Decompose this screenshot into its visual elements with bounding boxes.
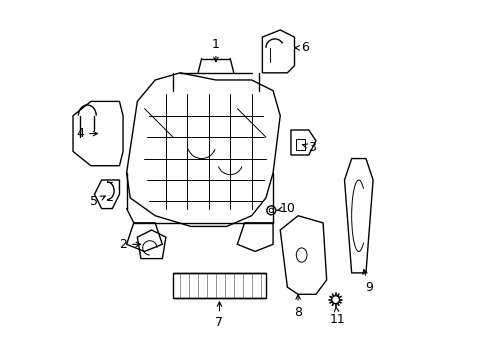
Text: 6: 6 [294, 41, 308, 54]
Ellipse shape [331, 296, 339, 303]
Text: 4: 4 [76, 127, 98, 140]
Text: 2: 2 [119, 238, 140, 251]
Bar [296, 139, 305, 150]
Text: 8: 8 [293, 295, 302, 319]
Text: 1: 1 [212, 38, 220, 62]
Text: 11: 11 [329, 307, 345, 326]
Ellipse shape [296, 248, 306, 262]
Text: 3: 3 [302, 141, 316, 154]
Text: 7: 7 [215, 302, 223, 329]
Text: 5: 5 [90, 195, 105, 208]
Ellipse shape [266, 206, 275, 215]
Text: 10: 10 [276, 202, 295, 215]
Text: 9: 9 [362, 270, 373, 294]
